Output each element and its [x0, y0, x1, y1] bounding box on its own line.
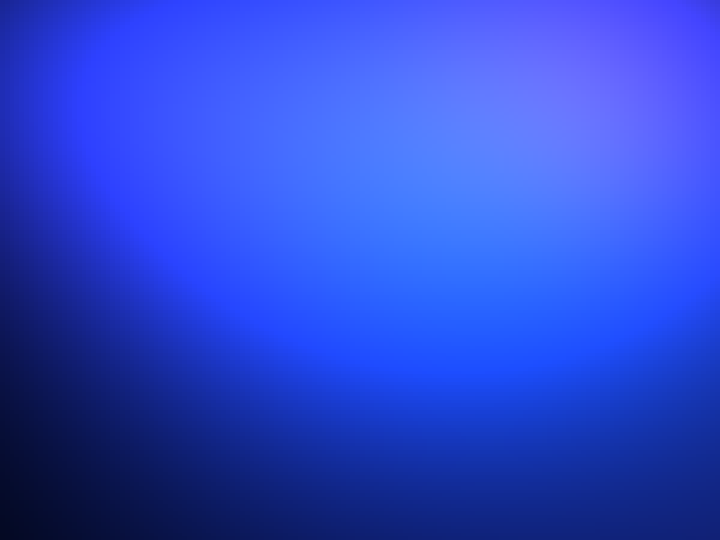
Text: At the same time, the current increases and the
energy stored in the magnetic fi: At the same time, the current increases … [145, 244, 720, 302]
Text: As the capacitor discharges, the energy stored in
the electric field decreases: As the capacitor discharges, the energy … [145, 179, 720, 237]
Bar [121, 176, 131, 183]
Bar [121, 453, 131, 460]
Bar [121, 309, 131, 316]
Text: The current is at a maximum and all the energy is
stored in the magnetic field i: The current is at a maximum and all the … [185, 362, 720, 407]
Bar [121, 240, 131, 248]
Bar [163, 360, 170, 365]
Bar [121, 411, 131, 418]
Text: When the capacitor is fully discharged, there is
no energy stored in its electri: When the capacitor is fully discharged, … [145, 312, 720, 370]
Text: There is a continuous transfer of energy between
the inductor and the capacitor: There is a continuous transfer of energy… [145, 456, 720, 514]
Text: LC Circuit, cont: LC Circuit, cont [112, 119, 544, 167]
Text: The process repeats in the opposite direction: The process repeats in the opposite dire… [145, 414, 720, 440]
